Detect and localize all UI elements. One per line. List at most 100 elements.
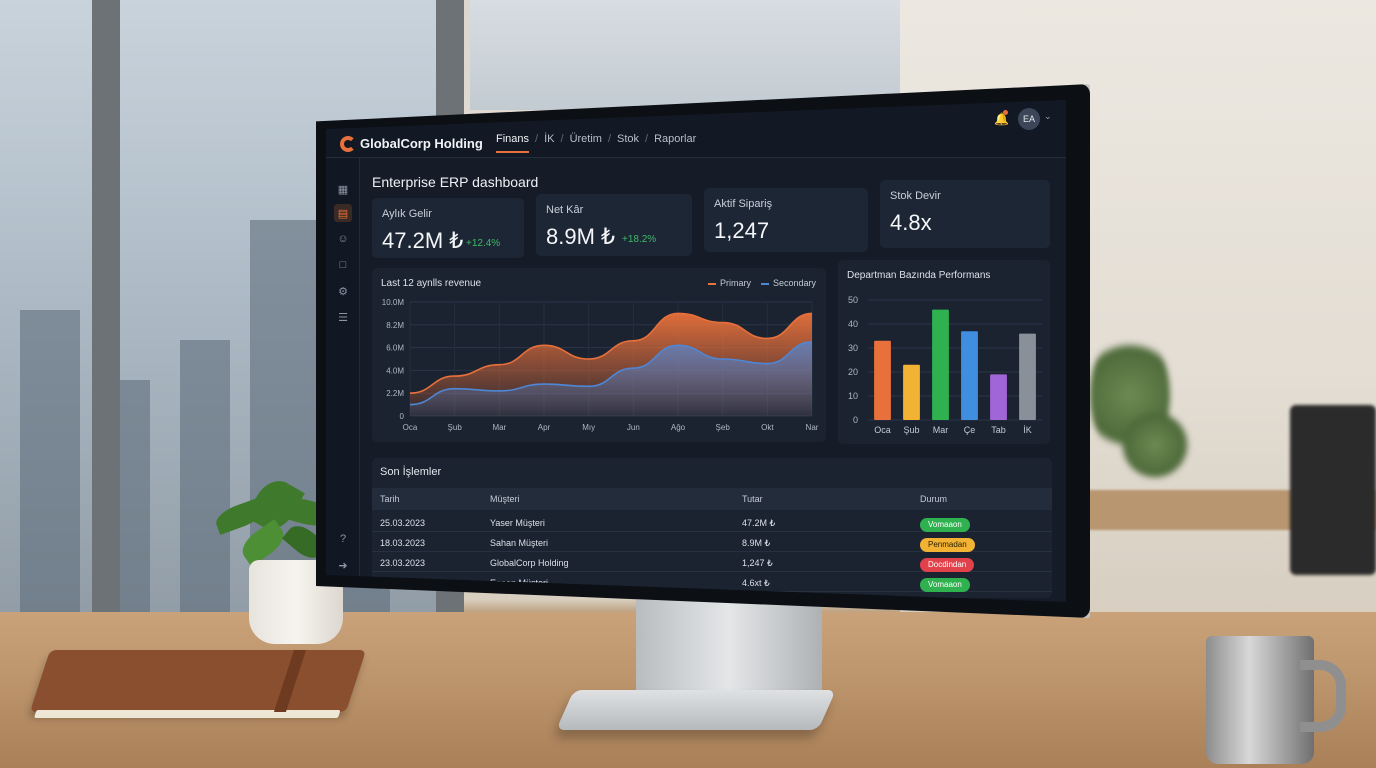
nav-item-stok[interactable]: Stok (617, 133, 640, 145)
x-tick-label: Oca (874, 425, 891, 435)
cell-date: 18.03.2023 (380, 538, 426, 548)
legend-primary[interactable]: Primary (707, 278, 751, 288)
y-tick-label: 2.2M (386, 389, 404, 398)
bar-mar (932, 309, 949, 420)
brand-logo-icon[interactable] (340, 136, 356, 152)
y-tick-label: 20 (848, 367, 858, 377)
column-header-amount[interactable]: Tutar (742, 494, 763, 504)
status-badge: Vomaaon (920, 518, 970, 532)
cell-date: 23.03.2023 (380, 558, 426, 568)
nav-separator: / (645, 133, 649, 145)
nav-item-ik[interactable]: İK (544, 133, 555, 145)
sidebar: ▦ ▤ ☺ □ ⚙ ☰ ? ➜ (326, 158, 360, 602)
table-row[interactable]: 23.03.2023 GlobalCorp Holding 1,247 ₺ Docdi… (372, 552, 1052, 572)
revenue-area-chart[interactable]: 0 2.2M 4.0M 6.0M 8.2M 10.0M Oca Şub Mar Apr Mıy Jun… (372, 268, 826, 442)
bell-icon[interactable]: 🔔 (994, 112, 1009, 126)
notification-dot (1003, 110, 1008, 115)
cell-customer: GlobalCorp Holding (490, 558, 569, 568)
cell-customer: Yaser Müşteri (490, 518, 545, 528)
y-tick-label: 4.0M (386, 366, 404, 375)
kpi-label: Aylık Gelir (382, 208, 432, 220)
kpi-card[interactable]: Aylık Gelir 47.2M ₺ +12.4% (372, 198, 524, 258)
nav-separator: / (560, 133, 564, 145)
x-tick-label: Apr (538, 423, 551, 432)
kpi-value: 47.2M ₺ (382, 228, 464, 253)
main-nav: Finans / İK / Üretim / Stok / Raporlar (496, 133, 696, 153)
kpi-card[interactable]: Aktif Sipariş 1,247 (704, 188, 868, 252)
x-tick-label: Şub (448, 423, 463, 432)
column-header-status[interactable]: Durum (920, 494, 948, 504)
x-tick-label: Jun (627, 423, 640, 432)
y-tick-label: 0 (400, 412, 405, 421)
notebook (29, 650, 367, 718)
department-bar-chart[interactable]: 0 10 20 30 40 50 Oca Şub Mar Çe Tab İK (838, 260, 1050, 444)
area-fill-secondary (410, 341, 812, 416)
x-tick-label: Ağo (671, 423, 686, 432)
department-chart-card: Departman Bazında Performans 0 10 20 30 40 50… (838, 260, 1050, 444)
y-tick-label: 50 (848, 295, 858, 305)
legend-label: Primary (719, 278, 751, 288)
chevron-down-icon[interactable]: ⌄ (1044, 111, 1052, 121)
brand-name[interactable]: GlobalCorp Holding (360, 136, 483, 151)
nav-separator: / (607, 133, 612, 145)
bar-çe (961, 331, 978, 420)
x-tick-label: Şeb (716, 423, 731, 432)
column-header-date[interactable]: Tarih (380, 494, 400, 504)
nav-item-finans[interactable]: Finans (496, 133, 530, 153)
monitor-stand-neck (636, 590, 822, 700)
status-badge: Penmadan (920, 538, 975, 552)
table-row[interactable]: 18.03.2023 Sahan Müşteri 8.9M ₺ Penmadan (372, 532, 1052, 552)
status-badge: Docdindan (920, 558, 975, 572)
x-tick-label: Mıy (582, 423, 595, 432)
bar-şub (903, 364, 920, 420)
users-icon[interactable]: ☺ (337, 233, 349, 245)
y-tick-label: 10 (848, 391, 858, 401)
nav-item-raporlar[interactable]: Raporlar (654, 133, 697, 145)
x-tick-label: Şub (903, 425, 919, 435)
cell-amount: 1,247 ₺ (742, 558, 773, 568)
gear-icon[interactable]: ⚙ (338, 285, 348, 298)
kpi-card[interactable]: Stok Devir 4.8x (880, 180, 1050, 248)
nav-item-uretim[interactable]: Üretim (569, 133, 602, 145)
logout-icon[interactable]: ➜ (338, 559, 348, 572)
help-icon[interactable]: ? (339, 533, 347, 545)
y-tick-label: 0 (853, 415, 858, 425)
x-tick-label: Okt (761, 423, 774, 432)
factory-icon[interactable]: ▤ (334, 204, 352, 222)
window-frame (92, 0, 120, 640)
nav-separator: / (535, 133, 539, 145)
chart-legend: Primary Secondary (707, 278, 816, 288)
cell-date: 25.03.2023 (380, 518, 426, 528)
column-header-customer[interactable]: Müşteri (490, 494, 520, 504)
kpi-value: 1,247 (714, 218, 770, 243)
database-icon[interactable]: ☰ (338, 311, 348, 324)
grid-icon[interactable]: ▦ (337, 183, 349, 196)
kpi-label: Aktif Sipariş (714, 198, 773, 210)
x-tick-label: Çe (964, 425, 976, 435)
table-title: Son İşlemler (380, 466, 442, 478)
x-tick-label: Mar (933, 425, 949, 435)
kpi-delta: +12.4% (466, 238, 501, 249)
legend-secondary[interactable]: Secondary (760, 278, 816, 288)
table-row[interactable]: 25.03.2023 Yaser Müşteri 47.2M ₺ Vomaaon (372, 512, 1052, 532)
x-tick-label: Mar (492, 423, 506, 432)
transactions-table: Son İşlemler Tarih Müşteri Tutar Durum 2… (372, 458, 1052, 598)
kpi-delta: +18.2% (622, 234, 657, 245)
revenue-chart-card: Last 12 aynlls revenue Primary Secondary… (372, 268, 826, 442)
series-line-primary (409, 312, 813, 394)
folder-icon[interactable]: □ (339, 259, 347, 271)
mug-handle (1300, 660, 1346, 732)
x-tick-label: İK (1023, 425, 1032, 435)
coffee-mug (1206, 636, 1314, 764)
user-avatar[interactable]: EA (1018, 108, 1040, 130)
y-tick-label: 40 (848, 319, 858, 329)
kpi-value: 4.8x (890, 210, 932, 235)
kpi-label: Stok Devir (890, 190, 941, 202)
kpi-value: 8.9M ₺ (546, 224, 616, 249)
background-plant (1120, 410, 1190, 480)
x-tick-label: Oca (403, 423, 418, 432)
status-badge: Vomaaon (920, 578, 970, 592)
kpi-card[interactable]: Net Kâr 8.9M ₺ +18.2% (536, 194, 692, 256)
y-tick-label: 6.0M (386, 344, 404, 353)
background-chair (1290, 405, 1376, 575)
